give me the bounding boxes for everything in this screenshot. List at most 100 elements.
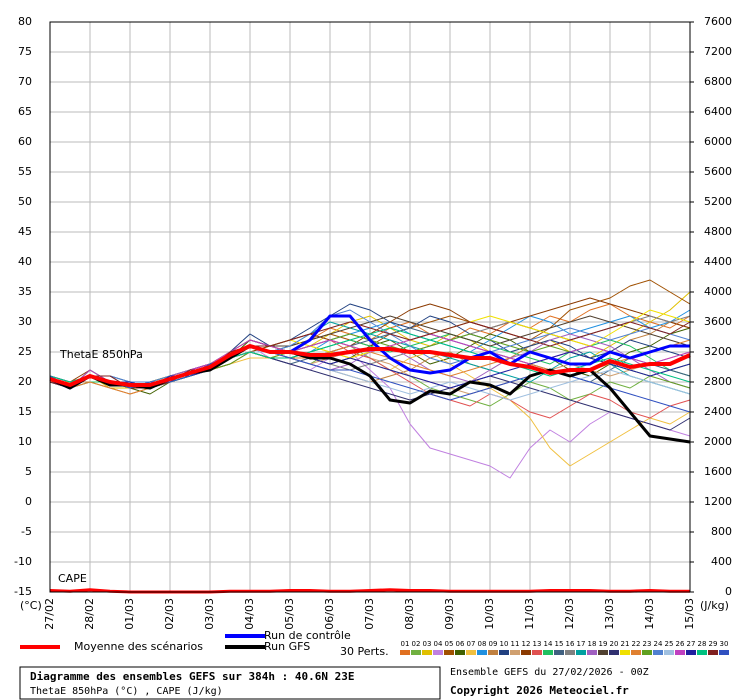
x-tick-label: 02/03 <box>163 598 176 630</box>
legend-label: 22 <box>632 640 641 648</box>
legend-label: 11 <box>511 640 520 648</box>
legend-swatch <box>455 650 465 655</box>
legend-swatch <box>444 650 454 655</box>
legend-label: 07 <box>467 640 476 648</box>
legend-label: 17 <box>577 640 586 648</box>
y-tick-label: 10 <box>18 435 32 448</box>
legend-swatch <box>488 650 498 655</box>
legend-swatch <box>664 650 674 655</box>
y2-tick-label: 6800 <box>704 75 732 88</box>
legend-label: 29 <box>709 640 718 648</box>
legend-label: 18 <box>588 640 597 648</box>
legend-label: 26 <box>676 640 685 648</box>
y2-tick-label: 4800 <box>704 225 732 238</box>
legend-swatch <box>609 650 619 655</box>
legend-swatch <box>499 650 509 655</box>
x-tick-label: 28/02 <box>83 598 96 630</box>
legend-label: 05 <box>445 640 454 648</box>
legend-swatch <box>587 650 597 655</box>
legend-swatch <box>653 650 663 655</box>
y-tick-label: 30 <box>18 315 32 328</box>
legend-swatch <box>477 650 487 655</box>
y2-tick-label: 4000 <box>704 285 732 298</box>
legend-label: 12 <box>522 640 531 648</box>
y-tick-label: -5 <box>21 525 32 538</box>
legend-label: 03 <box>423 640 432 648</box>
x-tick-label: 11/03 <box>523 598 536 630</box>
legend-label: 23 <box>643 640 652 648</box>
x-tick-label: 04/03 <box>243 598 256 630</box>
legend-swatch <box>686 650 696 655</box>
footer-subtitle: ThetaE 850hPa (°C) , CAPE (J/kg) <box>30 686 223 697</box>
y-tick-label: 25 <box>18 345 32 358</box>
x-tick-label: 12/03 <box>563 598 576 630</box>
y-tick-label: 40 <box>18 255 32 268</box>
legend-label: 25 <box>665 640 674 648</box>
x-tick-label: 09/03 <box>443 598 456 630</box>
legend-swatch <box>532 650 542 655</box>
legend-label: 20 <box>610 640 619 648</box>
y2-tick-label: 2400 <box>704 405 732 418</box>
y2-unit: (J/kg) <box>700 599 729 612</box>
copyright: Copyright 2026 Meteociel.fr <box>450 684 629 697</box>
legend-swatch <box>433 650 443 655</box>
x-tick-label: 27/02 <box>43 598 56 630</box>
legend-label: 01 <box>401 640 410 648</box>
x-tick-label: 14/03 <box>643 598 656 630</box>
legend-swatch <box>620 650 630 655</box>
legend-label: 24 <box>654 640 663 648</box>
y2-tick-label: 1600 <box>704 465 732 478</box>
x-tick-label: 03/03 <box>203 598 216 630</box>
legend-label: 19 <box>599 640 608 648</box>
y2-tick-label: 400 <box>711 555 732 568</box>
legend-swatch <box>675 650 685 655</box>
x-tick-label: 10/03 <box>483 598 496 630</box>
legend-label: 02 <box>412 640 421 648</box>
x-tick-label: 06/03 <box>323 598 336 630</box>
legend-swatch <box>466 650 476 655</box>
legend-swatch <box>411 650 421 655</box>
legend-label: 04 <box>434 640 443 648</box>
legend-label: 21 <box>621 640 630 648</box>
legend-label: 27 <box>687 640 696 648</box>
legend-label: Moyenne des scénarios <box>74 640 203 653</box>
plot-frame <box>49 21 691 593</box>
y-tick-label: 15 <box>18 405 32 418</box>
y2-tick-label: 5600 <box>704 165 732 178</box>
legend-swatch <box>400 650 410 655</box>
x-tick-label: 07/03 <box>363 598 376 630</box>
y-tick-label: 50 <box>18 195 32 208</box>
legend-label: 30 <box>720 640 729 648</box>
x-tick-label: 08/03 <box>403 598 416 630</box>
y-tick-label: 65 <box>18 105 32 118</box>
y2-tick-label: 2000 <box>704 435 732 448</box>
legend-label: 14 <box>544 640 553 648</box>
x-tick-label: 13/03 <box>603 598 616 630</box>
y-unit: (°C) <box>20 599 42 612</box>
y-tick-label: 0 <box>25 495 32 508</box>
legend-label: 13 <box>533 640 542 648</box>
y-tick-label: 80 <box>18 15 32 28</box>
y2-tick-label: 1200 <box>704 495 732 508</box>
y-tick-label: 60 <box>18 135 32 148</box>
y-tick-label: 45 <box>18 225 32 238</box>
y2-tick-label: 7200 <box>704 45 732 58</box>
cape-label: CAPE <box>58 572 87 585</box>
perts-label: 30 Perts. <box>340 645 389 658</box>
legend-swatch <box>510 650 520 655</box>
y-tick-label: -10 <box>14 555 32 568</box>
run-label: Ensemble GEFS du 27/02/2026 - 00Z <box>450 667 649 678</box>
footer-title: Diagramme des ensembles GEFS sur 384h : … <box>30 670 355 683</box>
y2-tick-label: 5200 <box>704 195 732 208</box>
series-line <box>49 309 691 383</box>
y2-tick-label: 7600 <box>704 15 732 28</box>
legend-swatch <box>631 650 641 655</box>
legend-label: Run GFS <box>264 640 310 653</box>
y2-tick-label: 6000 <box>704 135 732 148</box>
y2-tick-label: 4400 <box>704 255 732 268</box>
x-tick-label: 15/03 <box>683 598 696 630</box>
y-tick-label: 35 <box>18 285 32 298</box>
legend-swatch <box>642 650 652 655</box>
series-label: ThetaE 850hPa <box>59 348 143 361</box>
